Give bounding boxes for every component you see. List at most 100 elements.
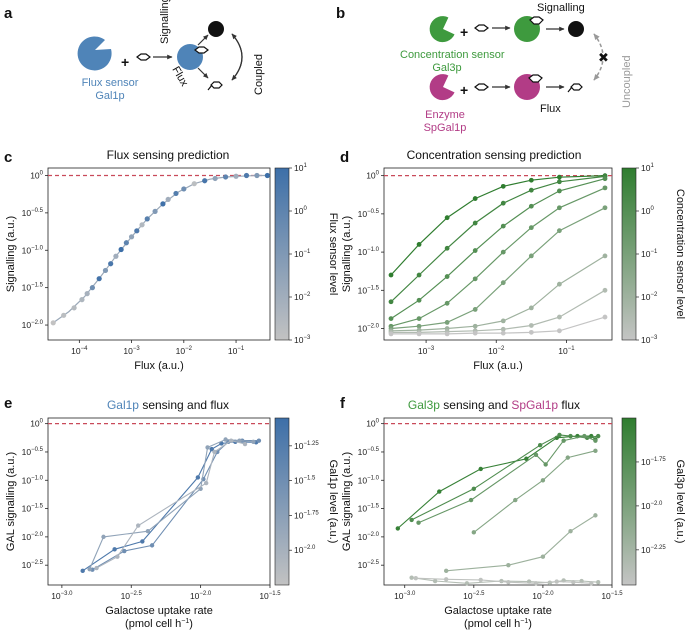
data-point	[115, 554, 120, 559]
data-point	[84, 291, 90, 297]
chart-panel-c: Flux sensing prediction 10−4 10−3 10−2 10−1 1…	[5, 148, 339, 372]
concentration-sensor-label: Concentration sensor	[400, 49, 505, 61]
data-point	[237, 438, 242, 443]
data-point	[71, 305, 77, 311]
y-tick-label: 10−1.0	[22, 245, 44, 255]
data-point	[582, 433, 587, 439]
data-point	[432, 578, 438, 584]
colorbar-tick-label: 10−3	[641, 335, 658, 345]
data-point	[134, 228, 140, 234]
data-point	[112, 547, 117, 552]
plot-frame	[47, 167, 271, 341]
y-tick-label: 10−0.5	[22, 208, 44, 218]
bound-galactose-b2-icon	[528, 74, 543, 83]
x-axis-label-units: (pmol cell h−1)	[464, 618, 532, 630]
x-tick-label: 10−2.5	[463, 591, 485, 601]
flux-sensor-label: Flux sensor	[82, 77, 139, 89]
series-line	[391, 316, 606, 335]
metabolite-tail-icon	[207, 84, 213, 91]
data-point	[202, 178, 208, 184]
data-point	[122, 548, 127, 554]
data-point	[472, 196, 478, 201]
colorbar-label: Gal1p level (a.u.)	[327, 460, 339, 544]
data-point	[123, 240, 129, 246]
y-tick-label: 10−2.0	[358, 532, 380, 542]
data-point	[113, 253, 119, 259]
data-point	[140, 539, 145, 544]
data-point	[533, 452, 539, 457]
y-tick-label: 100	[366, 171, 379, 181]
colorbar-label: Concentration sensor level	[674, 189, 685, 319]
colorbar-tick-label: 101	[294, 163, 307, 173]
data-point	[557, 432, 562, 438]
galactose-hexagon-icon	[136, 53, 151, 61]
data-point	[223, 437, 228, 442]
data-point	[413, 576, 418, 581]
data-point	[50, 320, 56, 326]
data-point	[212, 175, 218, 182]
data-point	[264, 172, 270, 179]
colorbar-tick-label: 10−1	[294, 249, 311, 259]
series-line	[390, 175, 606, 276]
data-point	[139, 222, 145, 228]
colorbar-tick-label: 10−1	[641, 249, 658, 259]
series-line	[473, 450, 596, 533]
data-point	[528, 305, 534, 311]
y-tick-label: 100	[366, 419, 379, 429]
data-point	[528, 225, 534, 231]
data-point	[472, 323, 478, 329]
data-point	[149, 543, 155, 548]
data-point	[416, 242, 422, 247]
y-tick-label: 100	[30, 419, 43, 429]
data-point	[443, 577, 449, 582]
flux-sensor-name: Gal1p	[95, 90, 124, 102]
y-tick-label: 10−1.0	[358, 247, 380, 257]
data-point	[409, 575, 414, 580]
data-point	[79, 297, 85, 303]
data-point	[108, 261, 114, 267]
chart-title: Flux sensing prediction	[107, 148, 230, 162]
data-point	[468, 497, 474, 503]
data-point	[195, 475, 201, 480]
series-line	[92, 440, 259, 571]
x-tick-label: 10−2.0	[190, 591, 212, 601]
colorbar	[274, 417, 290, 586]
colorbar-tick-label: 10−3	[294, 335, 311, 345]
data-point	[80, 568, 85, 574]
data-point	[602, 253, 608, 259]
flux-sensor-pacman-icon	[77, 36, 112, 71]
data-point	[388, 316, 394, 321]
data-point	[256, 438, 262, 443]
chart-panel-e: Gal1p sensing and flux 10−3.0 10−2.5 10−2.0…	[5, 398, 339, 630]
colorbar	[621, 167, 637, 341]
data-point	[556, 328, 562, 334]
data-point	[602, 314, 608, 320]
data-point	[242, 441, 248, 447]
y-tick-label: 10−1.5	[358, 285, 380, 295]
data-point	[537, 442, 543, 448]
data-point	[595, 579, 601, 585]
data-point	[472, 307, 478, 312]
y-axis-label: GAL signalling (a.u.)	[5, 452, 17, 551]
x-axis-label: Flux (a.u.)	[473, 360, 523, 372]
diagram-b: + Signalling Concentration sensor Gal3p …	[400, 2, 633, 134]
x-tick-label: 10−1	[228, 346, 245, 356]
data-point	[500, 249, 506, 255]
colorbar-tick-label: 100	[641, 206, 654, 216]
data-point	[500, 330, 506, 336]
data-layer	[50, 172, 270, 326]
data-point	[444, 274, 450, 279]
data-point	[416, 331, 422, 337]
data-point	[416, 297, 422, 303]
data-point	[128, 234, 135, 240]
y-tick-label: 10−1.5	[22, 283, 44, 293]
x-tick-label: 10−1	[558, 346, 575, 356]
series-line	[96, 440, 246, 569]
data-point	[593, 513, 598, 518]
x-tick-label: 10−3.0	[51, 591, 73, 601]
enzyme-name: SpGal1p	[424, 122, 467, 134]
concentration-sensor-pacman-icon	[429, 16, 455, 43]
data-point	[145, 529, 151, 534]
y-tick-label: 10−0.5	[358, 447, 380, 457]
signalling-arrow-icon	[197, 34, 209, 46]
